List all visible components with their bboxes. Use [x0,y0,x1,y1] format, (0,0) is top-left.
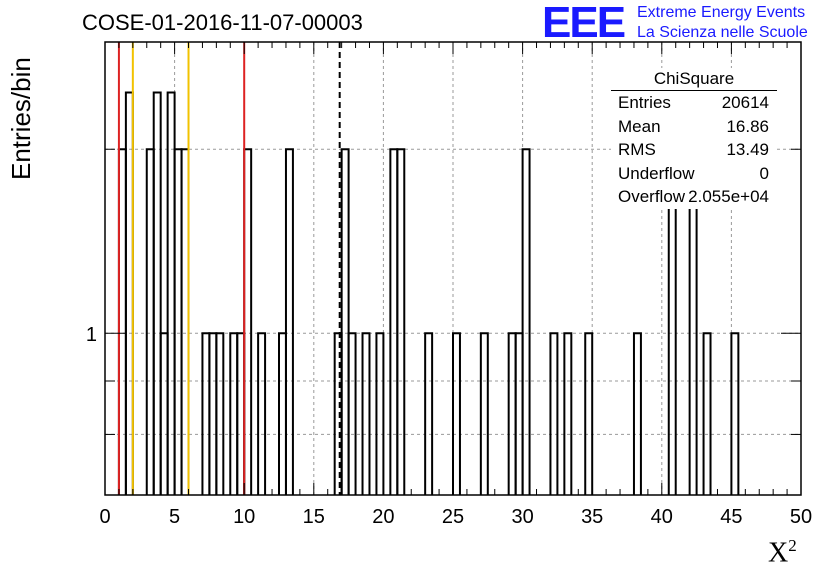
histogram-bin [730,332,740,495]
histogram-bin [159,332,169,495]
histogram-bin [117,148,127,495]
histogram-bin [507,332,517,495]
stat-overflow: Overflow 2.055e+04 [611,185,777,209]
x-tick-label: 10 [233,506,255,528]
x-tick-label: 5 [169,506,180,528]
x-tick-label: 20 [372,506,394,528]
logo-line-1: Extreme Energy Events [637,4,806,21]
histogram-bin [396,148,406,495]
histogram-bin [452,332,461,495]
histogram-bin [549,332,559,495]
eee-logo: EEE [542,0,626,47]
axis-ticks [104,42,802,495]
chart-title: COSE-01-2016-11-07-00003 [82,10,363,35]
histogram-bin [180,148,190,495]
histogram-bin [229,332,239,495]
x-axis-label-text: X [768,537,789,569]
x-tick-label: 0 [99,506,110,528]
stat-underflow-value: 0 [759,163,769,183]
histogram-bin [243,148,253,495]
histogram-bin [257,332,267,495]
histogram-bin [514,332,524,495]
stat-rms: RMS 13.49 [611,138,777,162]
histogram-bin [173,148,183,495]
x-tick-label: 50 [790,506,812,528]
x-tick-label: 35 [581,506,603,528]
x-axis-label: X2 [768,536,797,569]
x-tick-label: 40 [651,506,673,528]
histogram-bin [584,332,594,495]
histogram-bin [563,332,573,495]
histogram-bin [208,332,218,495]
histogram-bin [236,332,246,495]
histogram-bin [521,148,531,495]
stat-entries-value: 20614 [721,93,769,112]
histogram-bars [117,91,740,495]
stat-mean: Mean 16.86 [611,115,777,139]
histogram-bin [215,332,225,495]
stat-underflow-label: Underflow [618,163,695,183]
histogram-bin [479,332,489,495]
stat-overflow-value: 2.055e+04 [688,187,769,206]
stats-box: ChiSquare Entries 20614 Mean 16.86 RMS 13.4… [611,68,777,209]
histogram-bin [145,148,155,495]
histogram-bin [389,148,399,495]
histogram-bin [152,91,162,495]
reference-lines [117,42,341,495]
y-tick-label: 1 [86,324,97,346]
histogram-bin [340,148,350,495]
x-tick-label: 45 [720,506,742,528]
x-tick-label: 15 [303,506,325,528]
histogram-bin [284,148,294,495]
x-tick-label: 30 [511,506,533,528]
logo-line-2: La Scienza nelle Scuole [637,24,808,41]
stat-overflow-label: Overflow [618,187,686,206]
histogram-bin [361,332,371,495]
histogram-bin [702,332,712,495]
histogram-bin [424,332,434,495]
stat-mean-value: 16.86 [726,116,769,136]
stat-rms-value: 13.49 [726,140,769,159]
stat-entries-label: Entries [618,93,671,112]
histogram-bin [347,332,357,495]
histogram-bin [375,332,385,495]
x-axis-label-exponent: 2 [788,536,797,555]
stats-title: ChiSquare [611,68,777,91]
x-tick-label: 25 [442,506,464,528]
histogram-bin [632,332,642,495]
y-axis-label: Entries/bin [6,57,36,180]
stat-underflow: Underflow 0 [611,162,777,186]
histogram-bin [201,332,211,495]
tick-labels: 0 5 10 15 20 25 30 35 40 45 50 1 [86,324,812,528]
stat-rms-label: RMS [618,140,656,159]
stat-mean-label: Mean [618,116,661,136]
stat-entries: Entries 20614 [611,91,777,115]
histogram-bin [278,332,287,495]
